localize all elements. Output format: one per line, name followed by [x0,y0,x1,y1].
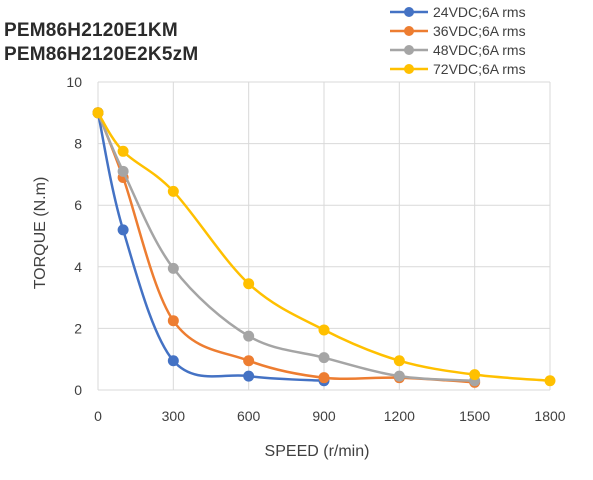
y-tick-label: 0 [74,382,82,398]
y-tick-label: 2 [74,320,82,336]
data-point [167,185,179,197]
data-point [167,315,179,327]
y-tick-label: 10 [66,74,82,90]
x-axis-title: SPEED (r/min) [265,443,370,460]
legend-marker [404,26,414,36]
series-4 [92,107,556,387]
data-point [318,324,330,336]
axes: 0 2 4 6 8 10 0 300 600 900 1200 1500 1800 SPEED (r/mi… [32,74,566,460]
data-point [167,355,179,367]
y-tick-label: 8 [74,136,82,152]
data-point [243,355,255,367]
grid [97,81,551,391]
legend-label: 36VDC;6A rms [433,23,526,39]
legend-entry: 36VDC;6A rms [390,23,526,39]
x-tick-label: 1500 [459,408,490,424]
y-tick-label: 4 [74,259,82,275]
data-point [318,352,330,364]
series-line [96,112,551,383]
data-point [167,262,179,274]
legend-entry: 72VDC;6A rms [390,61,526,77]
data-point [243,278,255,290]
data-point [117,145,129,157]
data-point [243,370,255,382]
legend: 24VDC;6A rms 36VDC;6A rms 48VDC;6A rms 72VD… [390,4,526,77]
data-point [469,369,481,381]
x-tick-label: 900 [312,408,336,424]
x-tick-label: 300 [162,408,186,424]
data-point [117,224,129,236]
y-axis-title: TORQUE (N.m) [32,177,49,290]
legend-marker [404,7,414,17]
x-tick-label: 1200 [384,408,415,424]
model-name-1: PEM86H2120E1KM [4,20,178,41]
legend-marker [404,45,414,55]
data-point [318,372,330,384]
y-tick-label: 6 [74,197,82,213]
series-line [96,112,475,384]
data-point [243,330,255,342]
series-group [92,107,556,388]
data-point [117,165,129,177]
series-line [96,112,325,383]
data-point [393,355,405,367]
data-point [544,375,556,387]
series-2 [92,107,481,388]
x-tick-label: 1800 [534,408,565,424]
data-point [92,107,104,119]
model-name-2: PEM86H2120E2K5zM [4,44,199,65]
legend-label: 24VDC;6A rms [433,4,526,20]
x-tick-label: 600 [237,408,261,424]
data-point [393,370,405,382]
series-line [96,112,475,383]
legend-label: 72VDC;6A rms [433,61,526,77]
legend-marker [404,64,414,74]
series-3 [92,107,481,387]
legend-entry: 48VDC;6A rms [390,42,526,58]
legend-entry: 24VDC;6A rms [390,4,526,20]
x-tick-label: 0 [94,408,102,424]
legend-label: 48VDC;6A rms [433,42,526,58]
